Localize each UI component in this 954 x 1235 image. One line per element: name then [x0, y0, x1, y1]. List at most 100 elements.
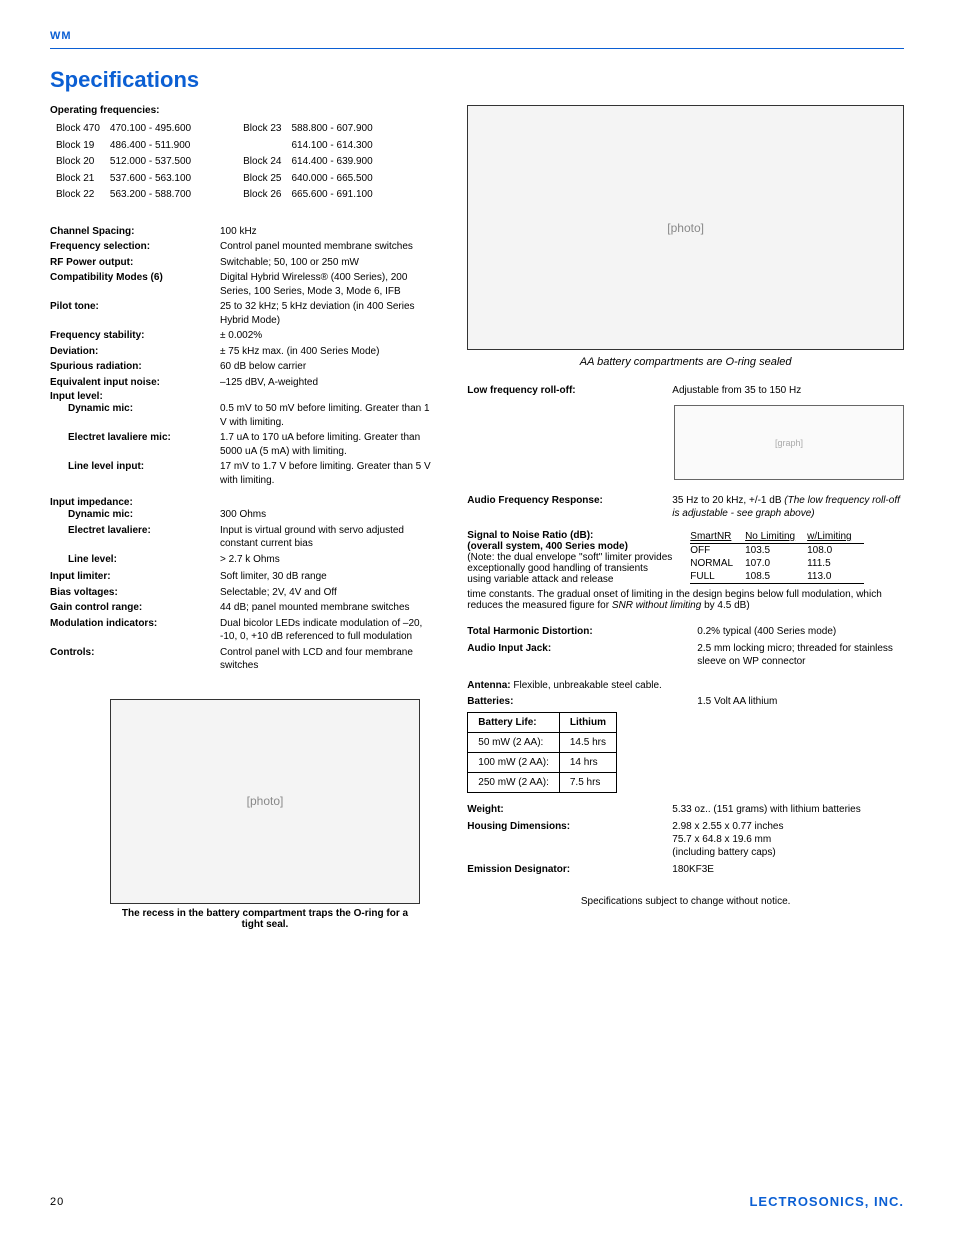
- freq-cell: Block 19: [52, 139, 104, 154]
- spec-label: Controls:: [50, 646, 220, 673]
- spec-value: 100 kHz: [220, 225, 257, 239]
- battery-recess-photo: [photo]: [110, 699, 420, 904]
- spec-value: Dual bicolor LEDs indicate modulation of…: [220, 617, 437, 644]
- freq-cell: 640.000 - 665.500: [287, 172, 376, 187]
- snr-td: OFF: [690, 544, 745, 558]
- battery-table: Battery Life:Lithium 50 mW (2 AA):14.5 h…: [467, 712, 617, 793]
- batteries-label: Batteries:: [467, 695, 697, 708]
- snr-th: No Limiting: [745, 530, 807, 544]
- spec-label: Compatibility Modes (6): [50, 271, 220, 298]
- snr-td: 108.0: [807, 544, 863, 558]
- thd-value: 0.2% typical (400 Series mode): [697, 625, 836, 638]
- input-level-heading: Input level:: [50, 391, 437, 402]
- snr-footnote-ital: SNR without limiting: [612, 600, 701, 611]
- spec-label: Frequency stability:: [50, 329, 220, 343]
- afr-value: 35 Hz to 20 kHz, +/-1 dB (The low freque…: [672, 494, 904, 520]
- header-wm: WM: [50, 30, 904, 42]
- freq-table-right: Block 23588.800 - 607.900 614.100 - 614.…: [237, 120, 379, 205]
- spec-value: 60 dB below carrier: [220, 360, 306, 374]
- footer-brand: LECTROSONICS, INC.: [749, 1194, 904, 1209]
- freq-cell: Block 20: [52, 155, 104, 170]
- freq-cell: Block 24: [239, 155, 285, 170]
- snr-td: 113.0: [807, 570, 863, 584]
- spec-value: > 2.7 k Ohms: [220, 553, 280, 567]
- spec-label: Deviation:: [50, 345, 220, 359]
- spec-value: 0.5 mV to 50 mV before limiting. Greater…: [220, 402, 437, 429]
- spec-value: Selectable; 2V, 4V and Off: [220, 586, 337, 600]
- spec-value: Digital Hybrid Wireless® (400 Series), 2…: [220, 271, 437, 298]
- freq-cell: Block 25: [239, 172, 285, 187]
- housing-label: Housing Dimensions:: [467, 820, 672, 859]
- freq-cell: Block 21: [52, 172, 104, 187]
- freq-cell: 486.400 - 511.900: [106, 139, 195, 154]
- spec-value: 1.7 uA to 170 uA before limiting. Greate…: [220, 431, 437, 458]
- spec-value: 44 dB; panel mounted membrane switches: [220, 601, 410, 615]
- bt-td: 14 hrs: [559, 753, 616, 773]
- spec-value: 25 to 32 kHz; 5 kHz deviation (in 400 Se…: [220, 300, 437, 327]
- bt-td: 7.5 hrs: [559, 773, 616, 793]
- freq-cell: [239, 139, 285, 154]
- spec-label: Line level:: [50, 553, 220, 567]
- battery-compartment-photo: [photo]: [467, 105, 904, 350]
- freq-cell: 537.600 - 563.100: [106, 172, 195, 187]
- weight-label: Weight:: [467, 803, 672, 816]
- spec-label: Line level input:: [50, 460, 220, 487]
- spec-label: Modulation indicators:: [50, 617, 220, 644]
- bt-td: 250 mW (2 AA):: [468, 773, 560, 793]
- left-column: Operating frequencies: Block 470470.100 …: [50, 105, 437, 930]
- bt-th: Battery Life:: [468, 713, 560, 733]
- freq-cell: 512.000 - 537.500: [106, 155, 195, 170]
- freq-cell: Block 26: [239, 188, 285, 203]
- freq-tables: Block 470470.100 - 495.600 Block 19486.4…: [50, 120, 437, 205]
- spec-value: –125 dBV, A-weighted: [220, 376, 318, 390]
- batteries-value: 1.5 Volt AA lithium: [697, 695, 777, 708]
- snr-td: 103.5: [745, 544, 807, 558]
- footer: 20 LECTROSONICS, INC.: [50, 1194, 904, 1209]
- snr-table: SmartNR No Limiting w/Limiting OFF103.51…: [690, 530, 863, 584]
- freq-table-left: Block 470470.100 - 495.600 Block 19486.4…: [50, 120, 197, 205]
- aij-label: Audio Input Jack:: [467, 642, 697, 668]
- input-impedance-heading: Input impedance:: [50, 497, 437, 508]
- spec-label: Input limiter:: [50, 570, 220, 584]
- snr-td: FULL: [690, 570, 745, 584]
- snr-th: w/Limiting: [807, 530, 863, 544]
- spec-label: Electret lavaliere:: [50, 524, 220, 551]
- snr-note: (Note: the dual envelope "soft" limiter …: [467, 552, 672, 585]
- snr-td: NORMAL: [690, 557, 745, 570]
- freq-cell: 614.100 - 614.300: [287, 139, 376, 154]
- rolloff-graph: [graph]: [674, 405, 904, 480]
- spec-label: Channel Spacing:: [50, 225, 220, 239]
- right-column: [photo] AA battery compartments are O-ri…: [467, 105, 904, 930]
- afr-value-text: 35 Hz to 20 kHz, +/-1 dB: [672, 495, 784, 506]
- page-number: 20: [50, 1196, 64, 1208]
- bottom-caption: The recess in the battery compartment tr…: [110, 908, 420, 930]
- spec-label: Frequency selection:: [50, 240, 220, 254]
- spec-value: 300 Ohms: [220, 508, 266, 522]
- bt-td: 100 mW (2 AA):: [468, 753, 560, 773]
- spec-value: Input is virtual ground with servo adjus…: [220, 524, 437, 551]
- spec-value: Switchable; 50, 100 or 250 mW: [220, 256, 359, 270]
- spec-value: Control panel mounted membrane switches: [220, 240, 413, 254]
- header-rule: [50, 48, 904, 49]
- emission-label: Emission Designator:: [467, 863, 672, 876]
- freq-cell: Block 22: [52, 188, 104, 203]
- freq-cell: 588.800 - 607.900: [287, 122, 376, 137]
- spec-label: Pilot tone:: [50, 300, 220, 327]
- snr-title1: Signal to Noise Ratio (dB):: [467, 530, 593, 541]
- bt-th: Lithium: [559, 713, 616, 733]
- antenna-value: Flexible, unbreakable steel cable.: [513, 680, 661, 691]
- snr-footnote: time constants. The gradual onset of lim…: [467, 589, 904, 611]
- bt-td: 50 mW (2 AA):: [468, 733, 560, 753]
- spec-value: 17 mV to 1.7 V before limiting. Greater …: [220, 460, 437, 487]
- bt-td: 14.5 hrs: [559, 733, 616, 753]
- spec-label: Spurious radiation:: [50, 360, 220, 374]
- snr-th: SmartNR: [690, 530, 745, 544]
- afr-label: Audio Frequency Response:: [467, 494, 672, 520]
- spec-label: Equivalent input noise:: [50, 376, 220, 390]
- snr-footnote-text2: by 4.5 dB): [701, 600, 749, 611]
- snr-title2: (overall system, 400 Series mode): [467, 541, 628, 552]
- antenna-label: Antenna:: [467, 680, 513, 691]
- top-photo-caption: AA battery compartments are O-ring seale…: [467, 356, 904, 368]
- spec-value: ± 0.002%: [220, 329, 262, 343]
- low-freq-label: Low frequency roll-off:: [467, 384, 672, 397]
